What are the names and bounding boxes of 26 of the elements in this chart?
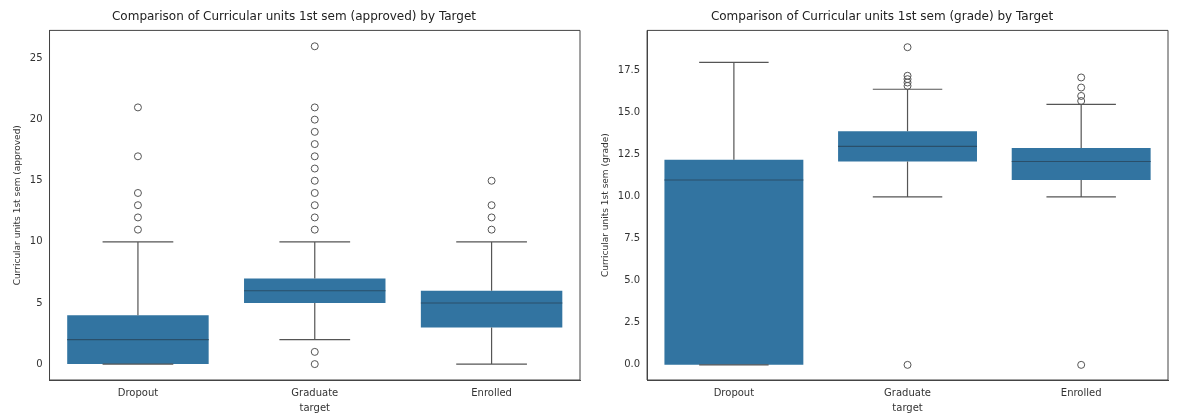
y-tick-label: 15.0 [617,106,641,118]
chart-title: Comparison of Curricular units 1st sem (approved) by Target [111,9,477,24]
y-tick-label: 0.0 [624,358,641,370]
x-tick-label: Graduate [291,386,339,398]
y-tick-label: 20 [29,113,43,125]
x-tick-label: Dropout [117,386,159,398]
x-tick-label: Enrolled [471,386,512,398]
y-tick-label: 15 [29,174,43,186]
y-tick-label: 0 [36,357,43,369]
y-tick-label: 5 [36,296,43,308]
y-tick-label: 17.5 [617,64,641,76]
y-tick-label: 12.5 [617,148,641,160]
x-axis-title: target [299,401,331,413]
chart-title: Comparison of Curricular units 1st sem (grade) by Target [710,9,1054,24]
y-tick-label: 7.5 [624,232,641,244]
y-tick-label: 10.0 [617,190,641,202]
y-tick-label: 10 [29,235,43,247]
y-axis-title: Curricular units 1st sem (grade) [599,133,610,278]
y-tick-label: 5.0 [624,274,641,286]
x-axis-title: target [892,401,923,413]
x-tick-label: Dropout [713,386,755,398]
x-tick-label: Enrolled [1060,386,1102,398]
x-tick-label: Graduate [884,386,931,398]
y-tick-label: 2.5 [624,316,641,328]
y-axis-title: Curricular units 1st sem (approved) [11,125,22,286]
y-tick-label: 25 [29,52,43,64]
